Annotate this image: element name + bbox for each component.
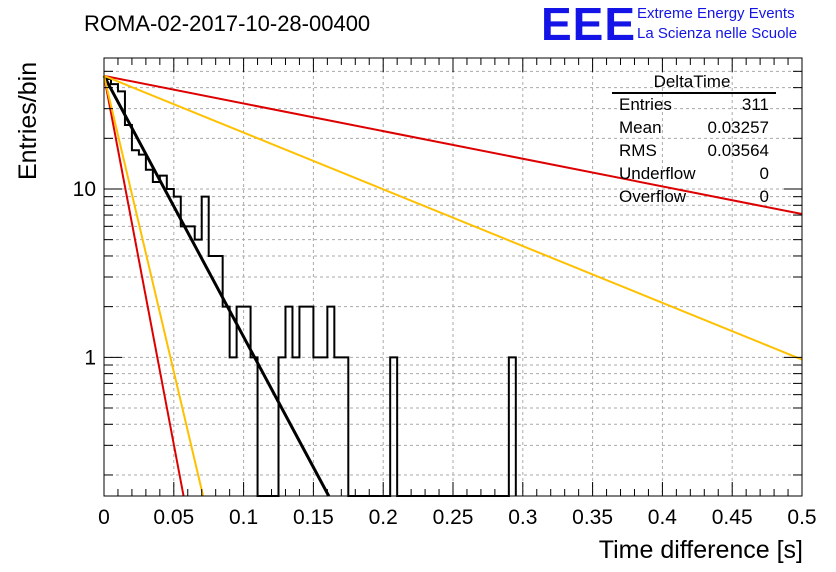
- logo-line-1: Extreme Energy Events: [637, 5, 795, 22]
- stats-title: DeltaTime: [654, 72, 731, 91]
- y-tick-label: 1: [84, 346, 96, 369]
- x-tick-label: 0: [98, 506, 110, 529]
- stats-value-rms: 0.03564: [708, 141, 769, 160]
- grid: [104, 57, 802, 496]
- x-tick-label: 0.2: [369, 506, 398, 529]
- axis-ticks: [103, 57, 803, 496]
- x-tick-label: 0.3: [508, 506, 537, 529]
- stats-value-entries: 311: [742, 95, 769, 114]
- x-tick-label: 0.45: [712, 506, 753, 529]
- fit-line-3: [103, 75, 185, 497]
- eee-logo: EEE: [541, 0, 636, 50]
- x-tick-label: 0.4: [648, 506, 678, 529]
- x-tick-label: 0.35: [572, 506, 613, 529]
- stats-rows: Entries 311 Mean 0.03257 RMS 0.03564 Underflow…: [619, 95, 769, 206]
- y-tick-label: 10: [73, 178, 96, 201]
- fit-line-1: [102, 75, 331, 497]
- x-tick-label: 0.25: [433, 506, 474, 529]
- x-tick-label: 0.15: [293, 506, 334, 529]
- chart-title: ROMA-02-2017-10-28-00400: [84, 11, 370, 36]
- x-tick-label: 0.05: [153, 506, 194, 529]
- stats-label-rms: RMS: [619, 141, 657, 160]
- histogram: [104, 78, 517, 497]
- fit-line-4: [103, 74, 803, 361]
- x-tick-label: 0.1: [229, 506, 258, 529]
- stats-label-mean: Mean: [619, 118, 662, 137]
- y-axis-label: Entries/bin: [14, 62, 42, 180]
- fit-line-2: [103, 74, 803, 216]
- x-axis-label: Time difference [s]: [599, 536, 803, 564]
- stats-value-mean: 0.03257: [708, 118, 769, 137]
- stats-box: DeltaTime Entries 311 Mean 0.03257 RMS 0.0356…: [612, 72, 776, 206]
- stats-label-entries: Entries: [619, 95, 672, 114]
- fit-lines: [102, 74, 803, 497]
- stats-value-overflow: 0: [760, 187, 769, 206]
- stats-label-underflow: Underflow: [619, 164, 696, 183]
- x-tick-labels: 0 0.05 0.1 0.15 0.2 0.25 0.3 0.35 0.4 0.45 0.5: [98, 506, 816, 529]
- stats-value-underflow: 0: [760, 164, 769, 183]
- y-tick-labels: 1 10: [73, 178, 96, 369]
- stats-label-overflow: Overflow: [619, 187, 687, 206]
- x-tick-label: 0.5: [787, 506, 816, 529]
- logo-line-2: La Scienza nelle Scuole: [637, 25, 797, 42]
- histogram-outline: [104, 78, 517, 497]
- fit-line-5: [103, 75, 205, 497]
